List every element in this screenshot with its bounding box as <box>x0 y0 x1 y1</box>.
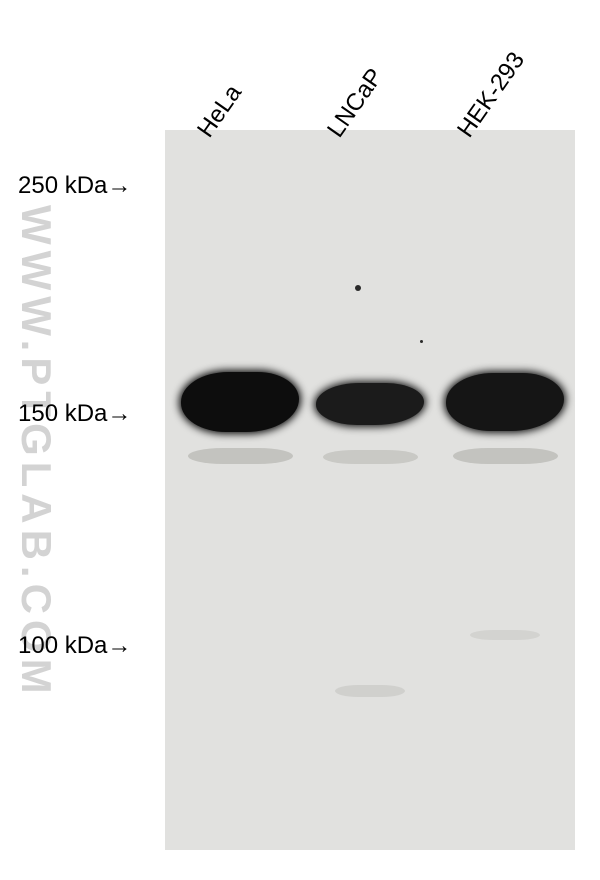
watermark-text: WWW.PTGLAB.COM <box>12 205 60 700</box>
faint-band <box>453 448 558 464</box>
band-lane-0 <box>181 372 299 432</box>
mw-marker-2-text: 100 kDa <box>18 632 107 659</box>
mw-marker-0: 250 kDa→ <box>18 172 131 200</box>
band-lane-2 <box>446 373 564 431</box>
speck <box>355 285 361 291</box>
faint-band <box>323 450 418 464</box>
faint-band <box>335 685 405 697</box>
mw-marker-0-text: 250 kDa <box>18 172 107 199</box>
mw-marker-2: 100 kDa→ <box>18 632 131 660</box>
arrow-icon: → <box>107 632 131 660</box>
blot-membrane <box>165 130 575 850</box>
figure-container: WWW.PTGLAB.COM HeLa LNCaP HEK-293 250 kD… <box>0 0 600 880</box>
mw-marker-1-text: 150 kDa <box>18 400 107 427</box>
faint-band <box>188 448 293 464</box>
faint-band <box>470 630 540 640</box>
band-lane-1 <box>316 383 424 425</box>
arrow-icon: → <box>107 172 131 200</box>
arrow-icon: → <box>107 400 131 428</box>
mw-marker-1: 150 kDa→ <box>18 400 131 428</box>
speck <box>420 340 423 343</box>
lane-label-2: HEK-293 <box>452 47 531 143</box>
